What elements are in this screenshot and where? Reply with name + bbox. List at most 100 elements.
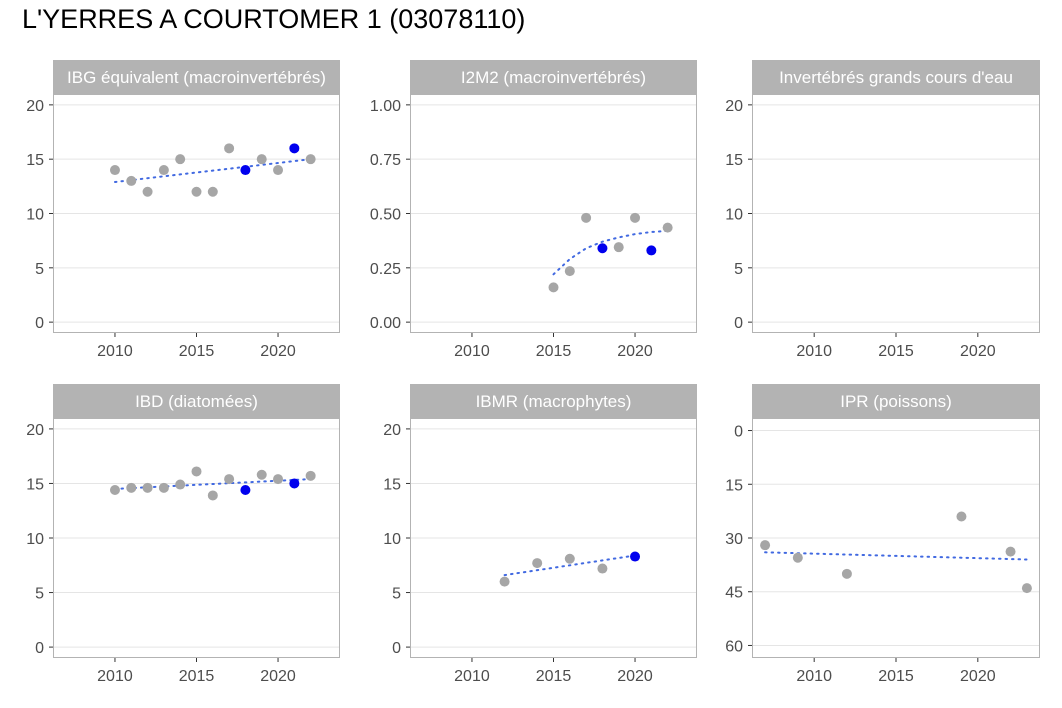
facet-panel: IBMR (macrophytes) 0 5 10 15 20 2010 2015 2020 xyxy=(383,384,697,685)
y-tick-label: 5 xyxy=(35,261,44,278)
data-point xyxy=(305,154,316,165)
y-tick-label: 0 xyxy=(35,640,44,657)
data-point xyxy=(256,469,267,480)
y-tick-label: 10 xyxy=(725,207,743,224)
x-tick-label: 2020 xyxy=(617,668,653,685)
facet-strip xyxy=(410,384,697,418)
data-point-highlight xyxy=(240,485,251,495)
y-tick-label: 0.75 xyxy=(370,152,401,169)
data-point xyxy=(126,482,137,493)
x-tick-label: 2015 xyxy=(536,343,572,360)
data-point xyxy=(1021,583,1032,594)
x-tick-label: 2020 xyxy=(960,668,996,685)
data-point xyxy=(597,563,608,574)
data-point xyxy=(207,186,218,197)
x-tick-label: 2010 xyxy=(97,343,133,360)
data-point xyxy=(305,470,316,481)
x-tick-label: 2015 xyxy=(878,343,914,360)
data-point xyxy=(224,474,235,485)
data-point xyxy=(273,474,284,485)
panel-border xyxy=(53,418,340,658)
x-tick-label: 2015 xyxy=(179,343,215,360)
panel-border xyxy=(53,94,340,333)
data-point xyxy=(126,175,137,186)
data-point-highlight xyxy=(289,478,300,489)
y-tick-label: 15 xyxy=(26,152,44,169)
data-point xyxy=(564,266,575,277)
x-tick-label: 2020 xyxy=(260,668,296,685)
data-point xyxy=(175,479,186,490)
y-tick-label: 15 xyxy=(725,477,743,494)
y-tick-label: 0.25 xyxy=(370,261,401,278)
x-tick-label: 2010 xyxy=(454,668,490,685)
data-point xyxy=(630,212,641,223)
facet-title: IPR (poissons) xyxy=(840,392,951,411)
data-point xyxy=(109,165,120,176)
data-point xyxy=(109,485,120,495)
panel-border xyxy=(410,418,697,658)
data-point-highlight xyxy=(597,243,608,254)
facet-title: I2M2 (macroinvertébrés) xyxy=(461,68,646,87)
y-tick-label: 0 xyxy=(392,640,401,657)
y-tick-label: 10 xyxy=(383,531,401,548)
y-tick-label: 20 xyxy=(383,422,401,439)
facet-title: IBMR (macrophytes) xyxy=(476,392,632,411)
x-tick-label: 2020 xyxy=(960,343,996,360)
data-point xyxy=(564,553,575,564)
y-tick-label: 15 xyxy=(383,476,401,493)
y-tick-label: 5 xyxy=(392,586,401,603)
y-tick-label: 20 xyxy=(725,98,743,115)
x-tick-label: 2010 xyxy=(796,668,832,685)
data-point xyxy=(191,186,202,197)
page-title: L'YERRES A COURTOMER 1 (03078110) xyxy=(22,4,526,34)
y-tick-label: 0 xyxy=(35,315,44,332)
data-point xyxy=(532,558,543,569)
y-tick-label: 15 xyxy=(725,152,743,169)
panel-border xyxy=(752,418,1040,658)
y-tick-label: 20 xyxy=(26,98,44,115)
data-point xyxy=(662,222,673,233)
data-point xyxy=(1005,546,1016,557)
data-point xyxy=(760,540,771,551)
data-point xyxy=(548,282,559,293)
facet-strip xyxy=(53,384,340,418)
data-point-highlight xyxy=(289,143,300,154)
y-tick-label: 0 xyxy=(734,424,743,441)
x-tick-label: 2015 xyxy=(878,668,914,685)
x-tick-label: 2020 xyxy=(617,343,653,360)
y-tick-label: 15 xyxy=(26,476,44,493)
y-tick-label: 1.00 xyxy=(370,98,401,115)
data-point xyxy=(273,165,284,176)
data-point xyxy=(792,552,803,563)
x-tick-label: 2010 xyxy=(796,343,832,360)
y-tick-label: 20 xyxy=(26,422,44,439)
facet-panel: Invertébrés grands cours d'eau0510152020… xyxy=(725,60,1040,360)
x-tick-label: 2010 xyxy=(454,343,490,360)
facet-panel: IBG équivalent (macroinvertébrés) 0 5 10 15 2… xyxy=(26,60,340,360)
facet-strip xyxy=(752,60,1040,94)
y-tick-label: 45 xyxy=(725,585,743,602)
y-tick-label: 5 xyxy=(734,261,743,278)
y-tick-label: 10 xyxy=(26,531,44,548)
facet-strip xyxy=(53,60,340,94)
y-tick-label: 0.00 xyxy=(370,315,401,332)
data-point xyxy=(191,466,202,477)
trend-line xyxy=(503,554,636,577)
facet-panel: I2M2 (macroinvertébrés) 0.00 0.25 0.50 0.75 1… xyxy=(370,60,697,360)
data-point xyxy=(956,511,967,522)
x-tick-label: 2015 xyxy=(536,668,572,685)
data-point xyxy=(175,154,186,165)
y-tick-label: 10 xyxy=(26,207,44,224)
facet-panel: IPR (poissons) 0 15 30 45 60 2010 2015 2020 xyxy=(725,384,1040,685)
data-point xyxy=(142,482,153,493)
data-point xyxy=(256,154,267,165)
y-tick-label: 30 xyxy=(725,531,743,548)
facet-title: IBD (diatomées) xyxy=(135,392,258,411)
x-tick-label: 2020 xyxy=(260,343,296,360)
data-point xyxy=(142,186,153,197)
trend-line xyxy=(552,229,669,276)
trend-line xyxy=(114,158,312,183)
facet-title: IBG équivalent (macroinvertébrés) xyxy=(67,68,326,87)
trend-line xyxy=(764,551,1028,561)
